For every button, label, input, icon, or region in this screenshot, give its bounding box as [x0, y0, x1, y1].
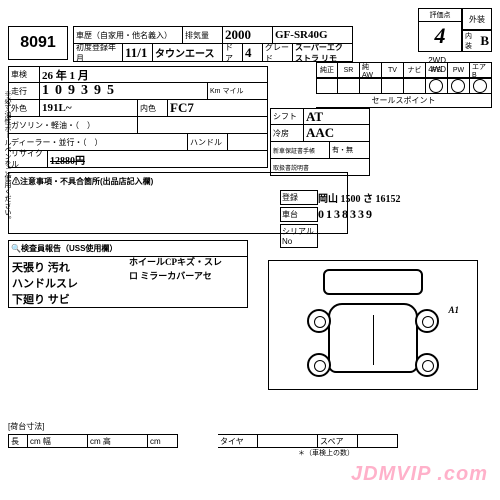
grade: スーパーエクストラ リモ [293, 44, 353, 62]
feature-cell: ナビ [404, 62, 426, 78]
damage-diagram: A1 [268, 260, 478, 390]
exterior-grade-cell: 外装 [462, 8, 492, 30]
car-name: タウンエース [153, 44, 223, 62]
feature-cell: TV [382, 62, 404, 78]
lot-number-box: 8091 [8, 26, 68, 60]
feature-cell: エアB [470, 62, 492, 78]
shift: AT [304, 108, 370, 125]
wheel-icon [415, 353, 439, 377]
sidebar-note: ※必ず油性ボールペンをご使用ください。 [2, 90, 12, 223]
lot-number: 8091 [20, 34, 56, 52]
overall-grade-box: 評価点 4 [418, 8, 462, 52]
overall-grade: 4 [419, 22, 461, 50]
interior-grade-cell: 内装 B [462, 30, 492, 52]
feature-cell: PW [448, 62, 470, 78]
vehicle-info-table: 車歴（自家用・他名義入） 排気量 2000 GF-SR40G 初度登録年月 11… [73, 26, 353, 62]
mileage: 109395 [40, 83, 208, 100]
reg-number: 岡山 1500 さ 16152 [318, 190, 401, 205]
registration-numbers: 登録 岡山 1500 さ 16152 車台 0138339 シリアルNo [280, 190, 401, 250]
first-reg: 11/1 [123, 44, 153, 62]
feature-cell: PS [426, 62, 448, 78]
feature-cell: 純AW [360, 62, 382, 78]
car-roof-outline [323, 269, 423, 295]
color-code: 191L~ [40, 100, 138, 117]
dimensions-row: [荷台寸法] 長 cm 幅 cm 高 cm タイヤ スペア ＊（車検上の数） [8, 421, 398, 458]
features-row: 純正 SR 純AW TV ナビ PS PW エアB セールスポイント [316, 62, 492, 108]
feature-cell: SR [338, 62, 360, 78]
grade-header: 評価点 [419, 9, 461, 22]
watermark: JDMVIP .com [351, 463, 488, 486]
details-left: 車検 26 年 1 月 走行 109395 Km マイル 外色 191L~ 内色… [8, 66, 268, 168]
ac: AAC [304, 125, 370, 142]
inspector-report: 🔍検査員報告（USS使用欄） 天張り 汚れ ハンドルスレ 下廻り サビ ホイール… [8, 240, 248, 308]
wheel-icon [307, 309, 331, 333]
wheel-icon [307, 353, 331, 377]
shaken: 26 年 1 月 [40, 66, 268, 83]
notes-title: ⚠注意事項・不具合箇所(出品店記入欄) [12, 176, 344, 187]
details-right: シフト AT 冷房 AAC 新車保証書手帳 有・無 取扱書説明書 [270, 108, 370, 176]
inspect-line: 下廻り サビ [12, 291, 244, 307]
feature-cell: 純正 [316, 62, 338, 78]
damage-mark: A1 [448, 305, 459, 315]
chassis-number: 0138339 [318, 207, 374, 222]
interior-color: FC7 [168, 100, 268, 117]
wheel-icon [415, 309, 439, 333]
doors: 4 [243, 44, 263, 62]
